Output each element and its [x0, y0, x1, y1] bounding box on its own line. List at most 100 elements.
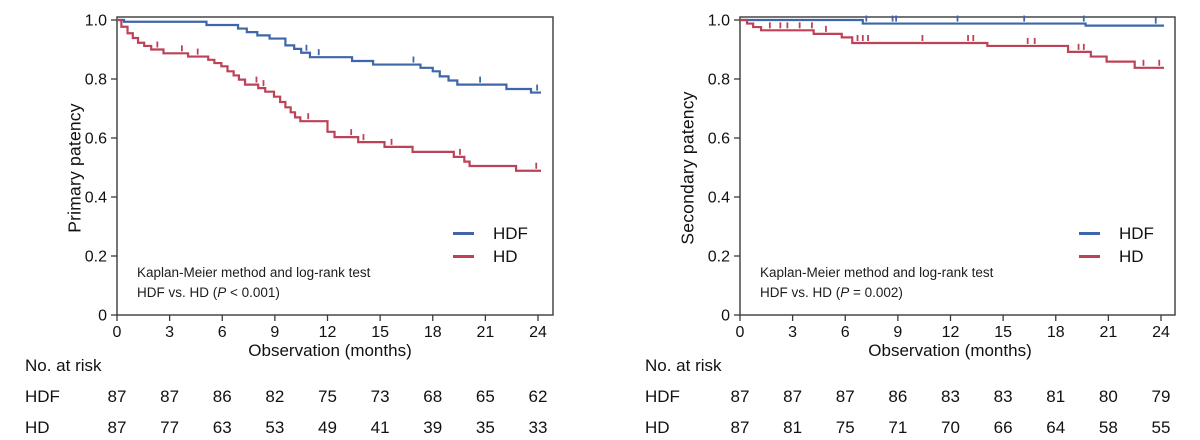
legend-label-hd: HD: [493, 246, 518, 266]
risk-value: 58: [1098, 418, 1118, 437]
risk-value: 83: [993, 387, 1013, 406]
risk-value: 80: [1098, 387, 1118, 406]
risk-value: 33: [528, 418, 548, 437]
risk-value: 75: [318, 387, 337, 406]
risk-value: 87: [835, 387, 855, 406]
risk-value: 70: [941, 418, 960, 437]
x-tick-label: 9: [893, 324, 902, 341]
risk-value: 35: [475, 418, 495, 437]
legend-item-hd: HD: [453, 245, 528, 268]
risk-row-label: HD: [645, 418, 670, 437]
y-tick-label: 0: [721, 308, 730, 325]
hd-line-swatch: [1079, 255, 1100, 258]
annotation-method-line: Kaplan-Meier method and log-rank test: [137, 265, 371, 280]
x-tick-label: 15: [994, 324, 1012, 341]
annotation-pvalue-line: HDF vs. HD (P < 0.001): [137, 283, 370, 303]
y-tick-label: 0: [98, 308, 107, 325]
hd-survival-curve: [740, 18, 1164, 69]
x-tick-label: 24: [529, 324, 547, 341]
risk-row-label: HDF: [25, 387, 60, 406]
y-tick-label: 0.4: [708, 190, 730, 207]
y-tick-label: 0.2: [708, 249, 730, 266]
hdf-line-swatch: [453, 232, 474, 235]
stats-annotation: Kaplan-Meier method and log-rank test HD…: [760, 263, 993, 303]
x-tick-label: 3: [165, 324, 174, 341]
x-tick-label: 6: [841, 324, 850, 341]
risk-value: 87: [730, 418, 750, 437]
risk-value: 87: [783, 387, 803, 406]
risk-value: 87: [107, 387, 127, 406]
risk-value: 79: [1151, 387, 1171, 406]
pvalue-pre: HDF vs. HD (: [760, 285, 841, 300]
x-tick-label: 12: [942, 324, 960, 341]
risk-value: 49: [318, 418, 337, 437]
y-tick-label: 0.2: [85, 249, 107, 266]
risk-value: 62: [528, 387, 548, 406]
at-risk-title: No. at risk: [645, 356, 722, 375]
risk-value: 55: [1151, 418, 1171, 437]
legend: HDF HD: [1079, 222, 1154, 268]
risk-value: 66: [993, 418, 1013, 437]
at-risk-row-hdf: HDF 87 87 86 82 75 73 68 65 62: [0, 387, 600, 409]
risk-value: 77: [160, 418, 180, 437]
x-tick-label: 24: [1152, 324, 1170, 341]
y-tick-label: 1.0: [708, 13, 730, 30]
risk-value: 81: [783, 418, 803, 437]
y-tick-label: 0.8: [85, 72, 107, 89]
risk-value: 65: [475, 387, 495, 406]
pvalue-pre: HDF vs. HD (: [137, 285, 218, 300]
x-tick-label: 12: [319, 324, 337, 341]
x-tick-label: 18: [424, 324, 442, 341]
pvalue-symbol: P: [840, 285, 850, 300]
risk-value: 87: [160, 387, 180, 406]
at-risk-row-hd: HD 87 77 63 53 49 41 39 35 33: [0, 418, 600, 440]
hdf-survival-curve: [117, 18, 541, 94]
x-tick-label: 21: [1099, 324, 1117, 341]
risk-value: 87: [730, 387, 750, 406]
risk-value: 86: [212, 387, 232, 406]
secondary-patency-panel: 1.0 0.8 0.6 0.4 0.2 0 0 3 6 9 12 15 18 21 24 Secondary…: [600, 0, 1200, 440]
annotation-pvalue-line: HDF vs. HD (P = 0.002): [760, 283, 993, 303]
risk-value: 68: [423, 387, 443, 406]
x-tick-label: 0: [736, 324, 745, 341]
y-axis-title: Secondary patency: [677, 91, 698, 245]
risk-value: 82: [265, 387, 285, 406]
legend-label-hdf: HDF: [1119, 223, 1154, 243]
risk-value: 83: [941, 387, 960, 406]
x-axis-title: Observation (months): [248, 341, 412, 360]
stats-annotation: Kaplan-Meier method and log-rank test HD…: [137, 263, 370, 303]
x-tick-label: 18: [1047, 324, 1065, 341]
at-risk-title: No. at risk: [25, 356, 102, 375]
x-tick-label: 15: [371, 324, 389, 341]
legend-item-hd: HD: [1079, 245, 1154, 268]
risk-value: 39: [423, 418, 443, 437]
primary-patency-panel: 1.0 0.8 0.6 0.4 0.2 0 0 3 6 9 12 15 18 21 24 Primary p…: [0, 13, 600, 440]
pvalue-post: = 0.002): [849, 285, 903, 300]
x-tick-label: 3: [788, 324, 797, 341]
risk-value: 63: [212, 418, 232, 437]
risk-value: 53: [265, 418, 285, 437]
risk-value: 86: [888, 387, 908, 406]
annotation-method-line: Kaplan-Meier method and log-rank test: [760, 265, 994, 280]
risk-row-label: HD: [25, 418, 50, 437]
risk-value: 87: [107, 418, 127, 437]
y-tick-label: 0.6: [85, 131, 107, 148]
legend: HDF HD: [453, 222, 528, 268]
pvalue-post: < 0.001): [226, 285, 280, 300]
x-tick-label: 0: [113, 324, 122, 341]
x-tick-label: 6: [218, 324, 227, 341]
x-tick-label: 9: [270, 324, 279, 341]
hd-survival-curve: [117, 18, 541, 172]
risk-value: 73: [370, 387, 390, 406]
legend-label-hd: HD: [1119, 246, 1144, 266]
y-axis-title: Primary patency: [64, 103, 85, 233]
risk-value: 75: [835, 418, 855, 437]
at-risk-row-hdf: HDF 87 87 87 86 83 83 81 80 79: [600, 387, 1200, 409]
legend-item-hdf: HDF: [1079, 222, 1154, 245]
x-tick-label: 21: [476, 324, 494, 341]
secondary-patency-chart: 1.0 0.8 0.6 0.4 0.2 00 3 6 9 12 15 18 21 24: [708, 13, 1176, 341]
risk-value: 41: [370, 418, 390, 437]
risk-value: 64: [1046, 418, 1066, 437]
primary-patency-chart: 1.0 0.8 0.6 0.4 0.2 00 3 6 9 12 15 18 21 24: [85, 13, 554, 341]
legend-label-hdf: HDF: [493, 223, 528, 243]
